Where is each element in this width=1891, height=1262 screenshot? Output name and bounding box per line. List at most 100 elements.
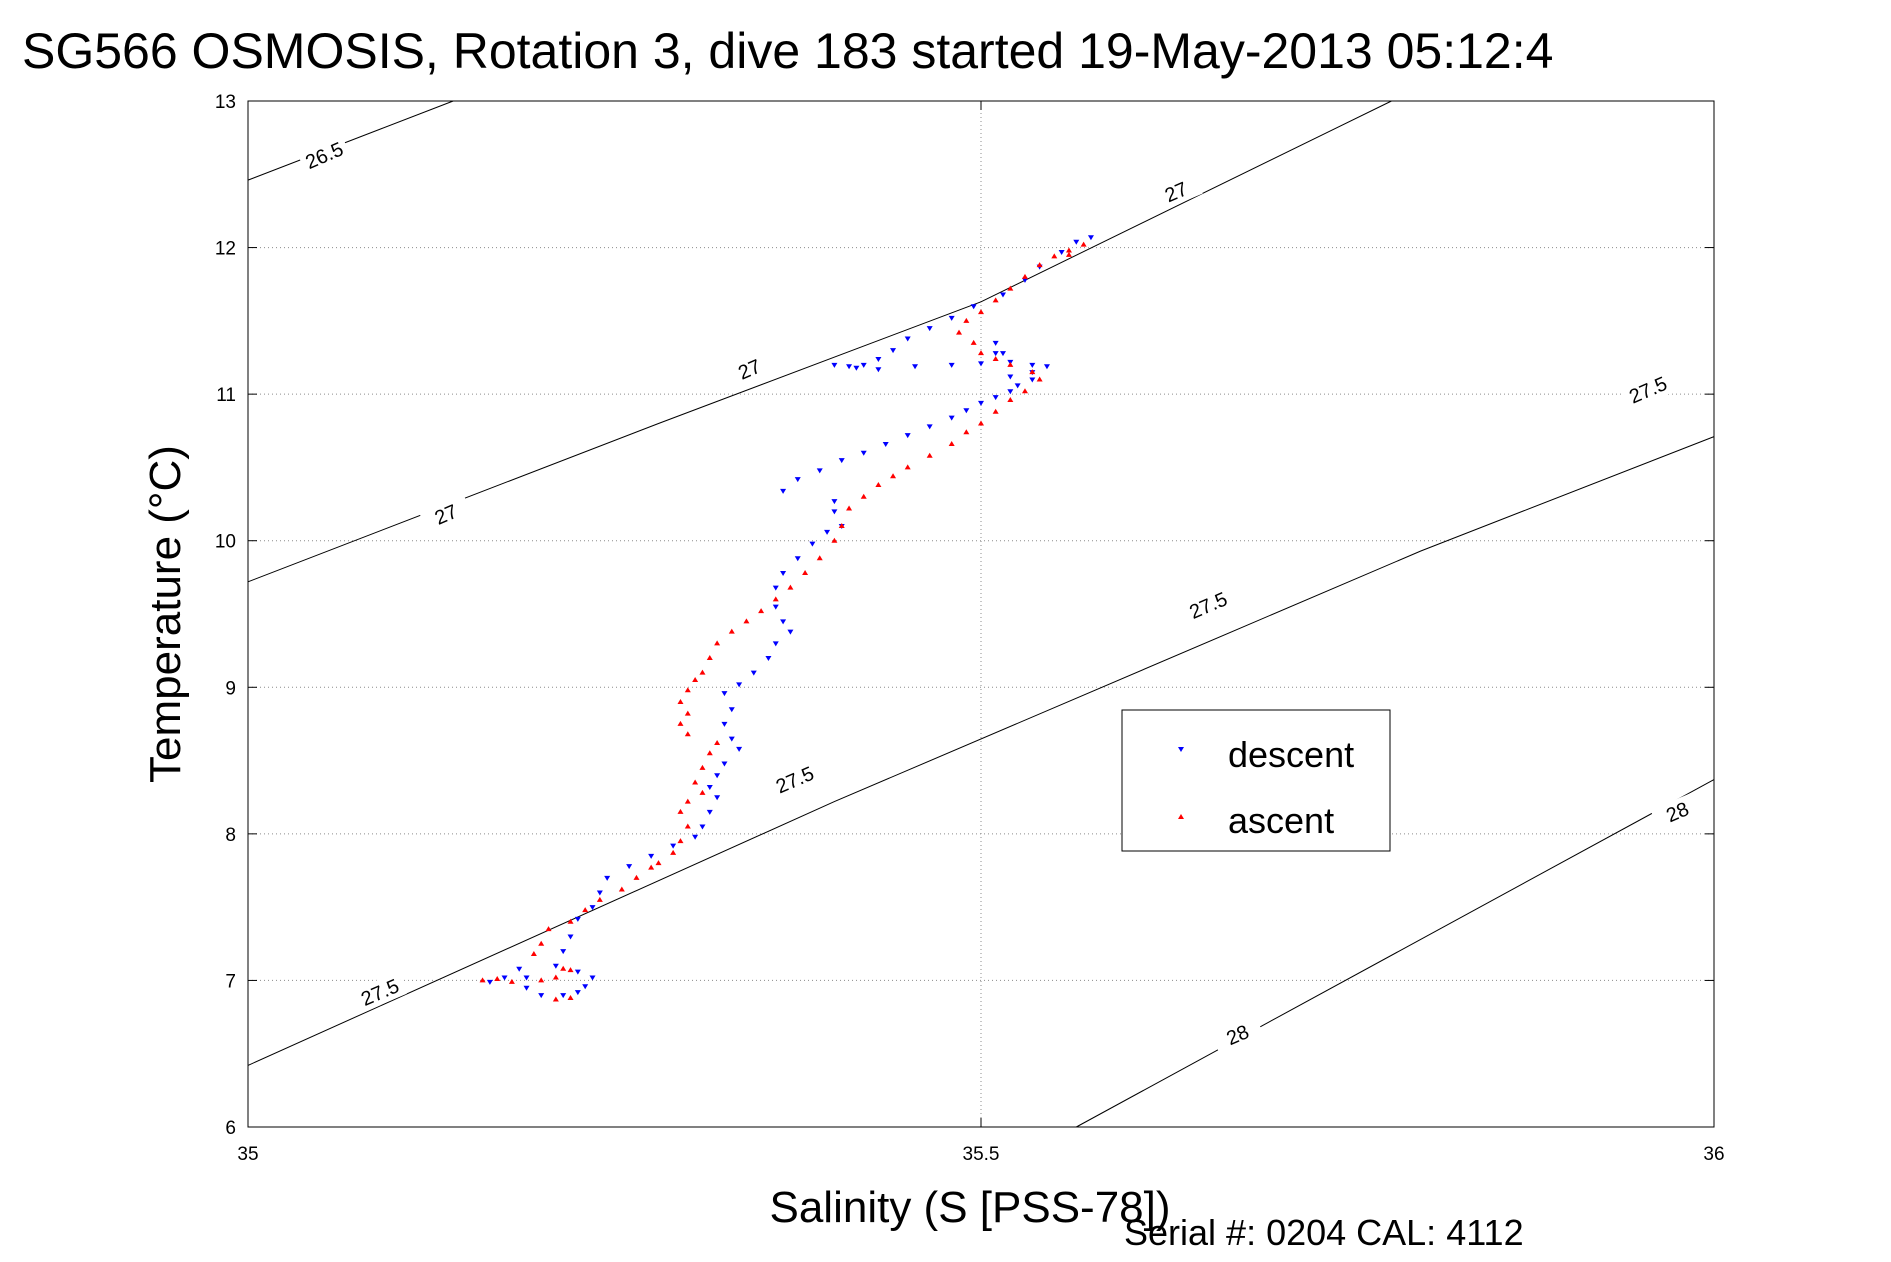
descent-point [912,364,919,370]
descent-point [794,556,801,562]
descent-point [582,984,589,990]
descent-point [816,468,823,474]
ascent-point [714,739,721,745]
descent-point [589,975,596,981]
descent-point [780,488,787,494]
y-tick-label: 6 [225,1118,236,1139]
ascent-point [552,996,559,1002]
ascent-point [684,710,691,716]
contour-label-bg [297,134,352,176]
y-tick-label: 12 [215,239,236,260]
descent-point [970,304,977,310]
descent-point [904,336,911,342]
descent-point [692,834,699,840]
ascent-point [1065,251,1072,257]
ascent-point [692,779,699,785]
descent-point [860,450,867,456]
ascent-point [684,798,691,804]
descent-point [963,408,970,414]
ascent-point [1021,273,1028,279]
descent-point [948,362,955,368]
x-tick-label: 35 [237,1144,258,1165]
descent-point [560,993,567,999]
descent-point [604,875,611,881]
ascent-point [816,555,823,561]
y-tick-label: 8 [225,825,236,846]
ascent-point [948,440,955,446]
descent-point [875,367,882,373]
ascent-point [970,339,977,345]
series-descent [486,235,1094,999]
descent-point [860,362,867,368]
descent-point [699,824,706,830]
ascent-point [677,808,684,814]
ascent-point [633,874,640,880]
ascent-point [743,618,750,624]
ascent-point [1036,262,1043,268]
ascent-point [545,926,552,932]
descent-point [794,477,801,483]
descent-point [1014,383,1021,389]
ascent-point [772,596,779,602]
descent-point [787,629,794,635]
ascent-point [728,628,735,634]
descent-point [574,969,581,975]
descent-point [978,361,984,367]
ascent-point [552,974,559,980]
descent-point [992,340,999,346]
contour-label-bg [768,759,822,801]
contour-label-bg [1210,1014,1265,1056]
descent-point [567,934,574,940]
ascent-point [684,687,691,693]
descent-point [706,784,713,790]
descent-point [721,761,728,767]
descent-point [999,292,1006,298]
descent-point [1087,235,1094,241]
ascent-point [787,584,794,590]
descent-point [948,315,955,321]
descent-point [809,541,816,547]
density-contour-line [247,100,454,181]
descent-point [728,736,735,742]
descent-point [831,362,838,368]
contour-label-bg [1621,369,1675,411]
descent-point [926,424,933,430]
descent-point [596,890,603,896]
legend-descent-label: descent [1228,734,1354,775]
ascent-point [670,849,677,855]
ascent-point [567,995,574,1001]
descent-point [824,529,831,535]
ascent-point [684,823,691,829]
legend: descent ascent [1121,709,1391,852]
x-tick-label: 36 [1703,1144,1724,1165]
axis-ticks: 35 35.5 36 6 7 8 9 10 11 12 13 [215,92,1725,1165]
ascent-point [1007,361,1014,367]
contour-label-bg [353,971,407,1013]
ascent-point [890,473,897,479]
descent-point [875,356,882,362]
ascent-point [963,429,970,435]
ascent-point [699,764,706,770]
ascent-point [538,940,545,946]
descent-point [904,433,911,439]
descent-point [780,570,787,576]
descent-point [992,351,999,357]
ascent-point [978,420,984,426]
data-series [479,235,1094,1002]
density-contour-line [1076,779,1715,1128]
ascent-point [655,860,662,866]
descent-point [523,985,530,991]
descent-point [1029,362,1036,368]
descent-point [574,916,581,922]
descent-point [1007,389,1014,395]
descent-point [780,619,787,625]
descent-point [926,326,933,332]
ascent-point [699,789,706,795]
descent-point [538,993,545,999]
ascent-point [860,493,867,499]
ascent-point [1007,397,1014,403]
ascent-point [677,698,684,704]
ascent-point [479,977,486,983]
contour-label-bg [1149,171,1203,213]
